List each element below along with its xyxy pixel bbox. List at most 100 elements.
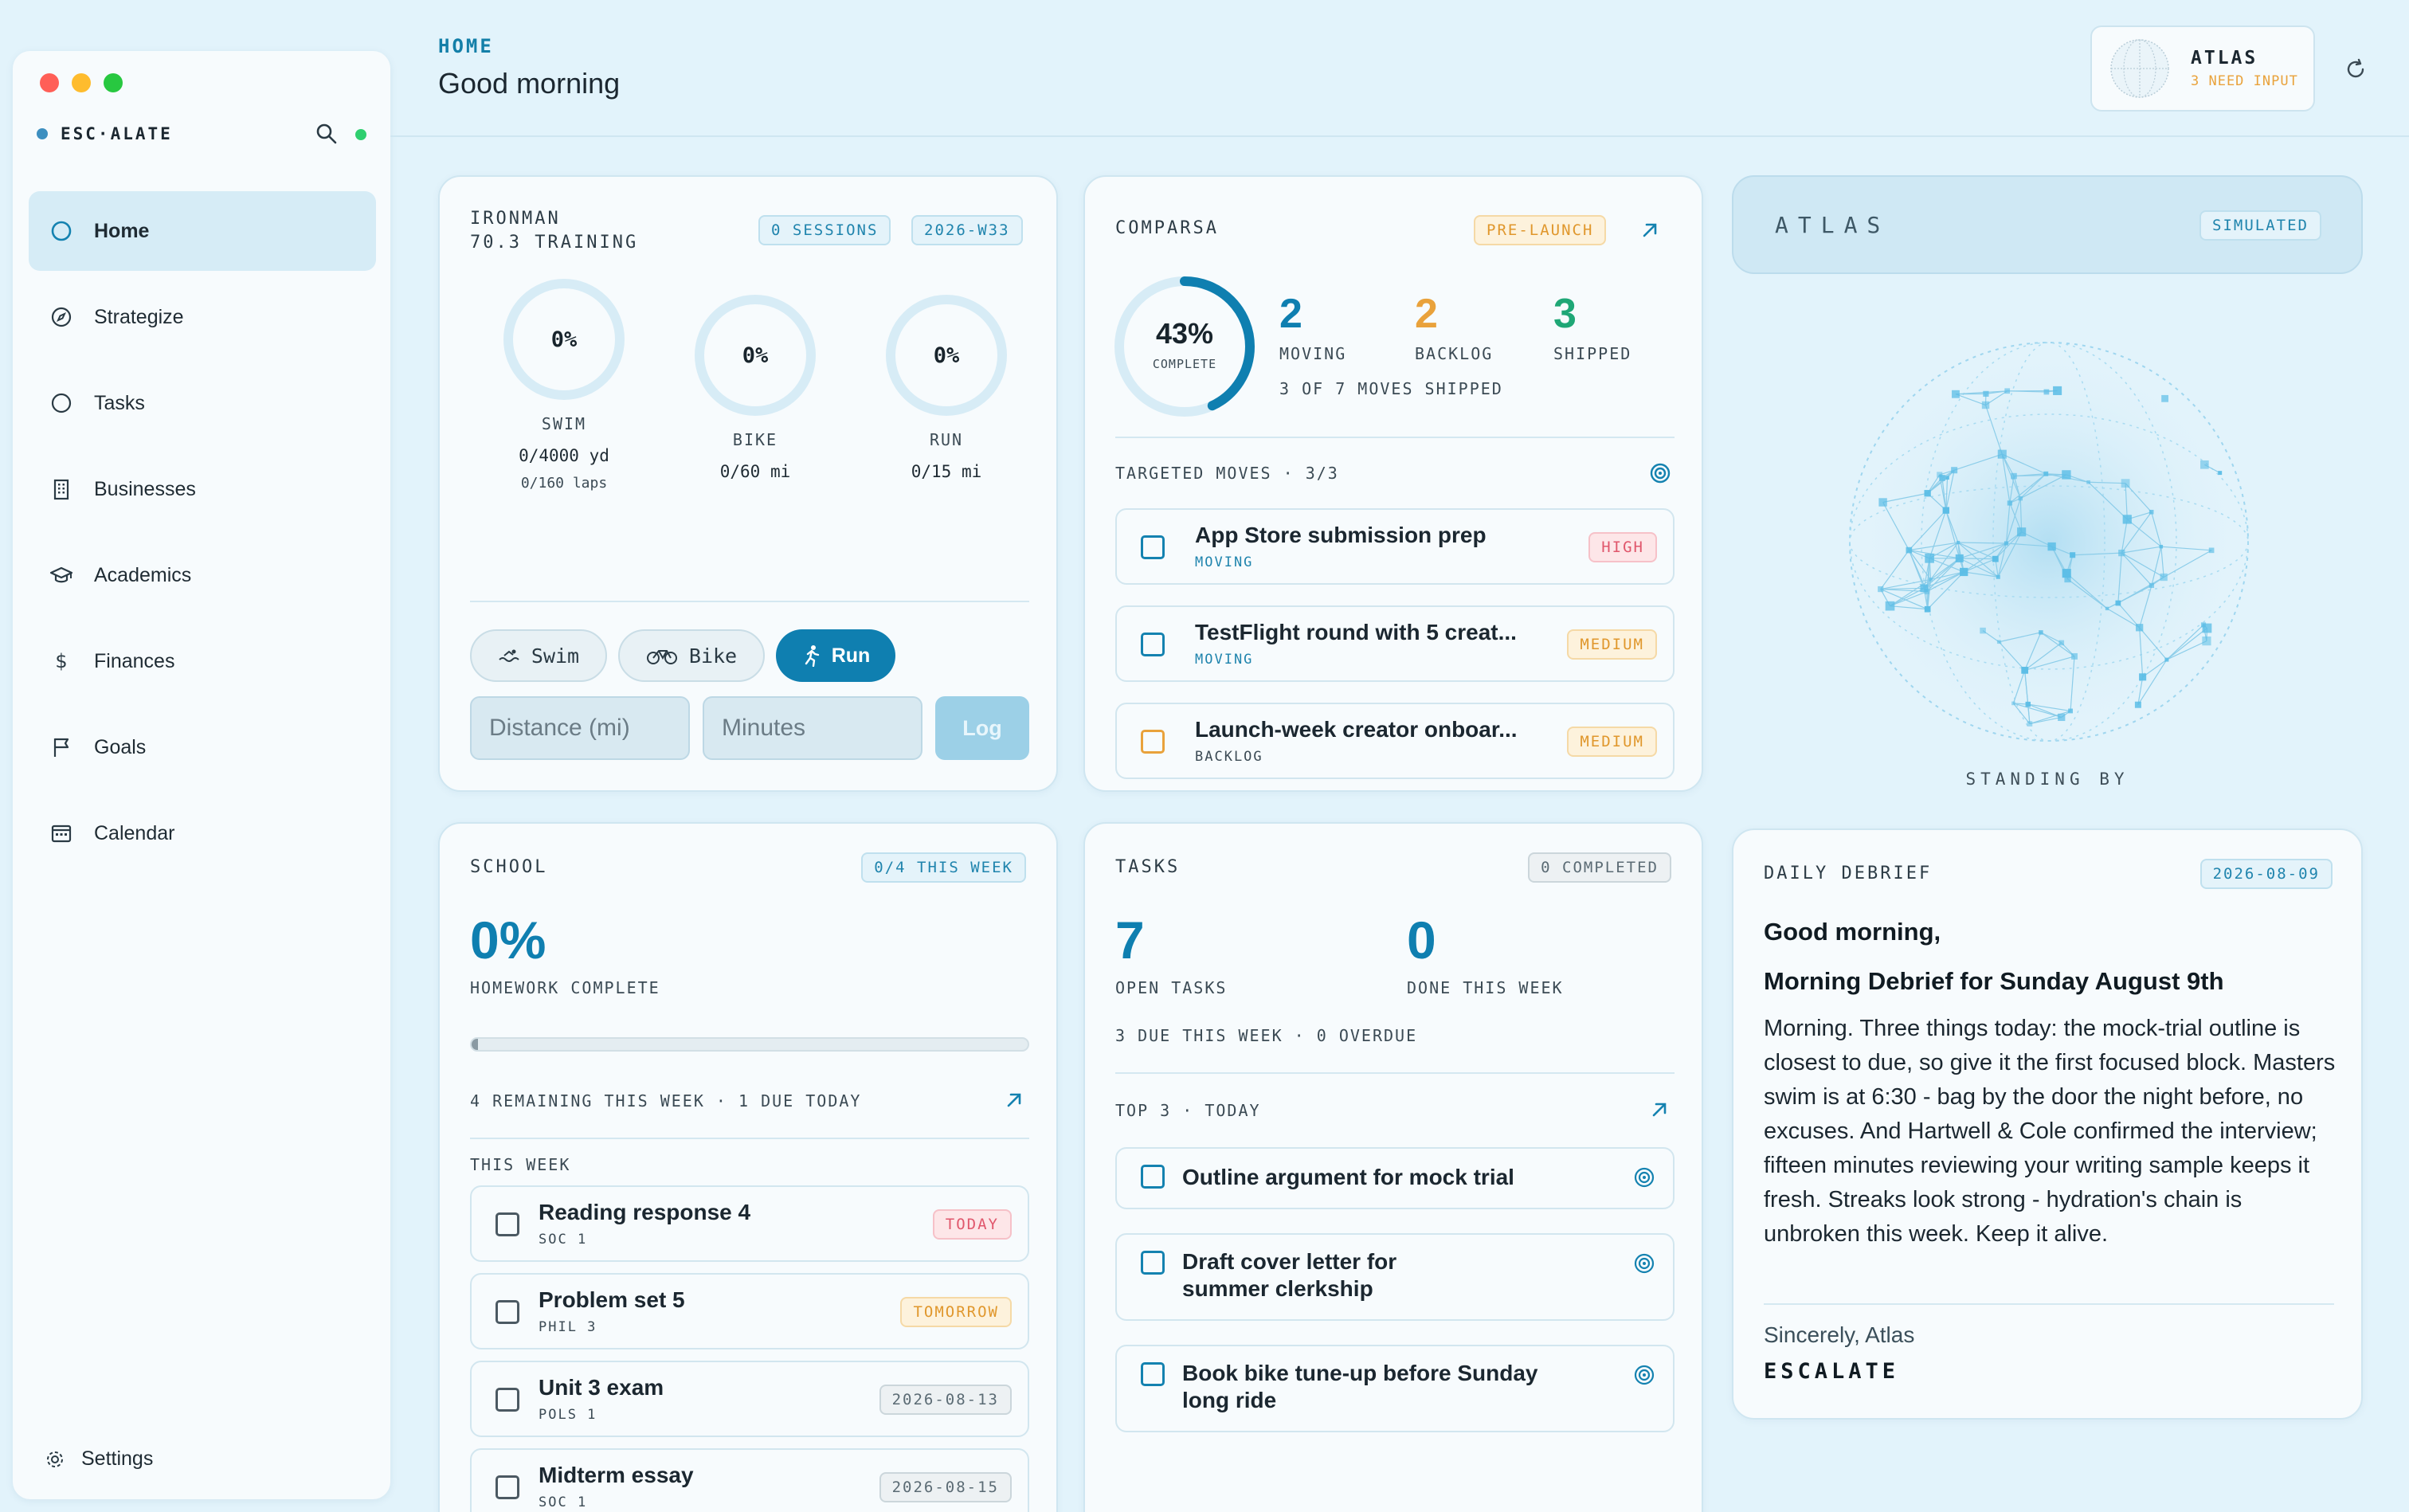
globe-link [1959,543,2007,559]
sidebar-item-label: Home [94,219,150,242]
globe-node [1996,574,2000,579]
move-checkbox[interactable] [1141,535,1165,559]
globe-node [1878,586,1884,593]
task-item[interactable]: Draft cover letter for summer clerkship [1115,1233,1675,1321]
completed-badge: 0 COMPLETED [1528,852,1671,883]
globe-node [2025,701,2031,707]
globe-link [2088,481,2128,520]
move-item[interactable]: TestFlight round with 5 creat... MOVING … [1115,605,1675,682]
globe-link [2066,573,2108,609]
globe-node [2118,549,2125,557]
sidebar-item-label: Academics [94,563,192,586]
target-icon [1634,1253,1655,1274]
debrief-body: Morning. Three things today: the mock-tr… [1764,1016,2336,1247]
homework-item[interactable]: Problem set 5 PHIL 3 TOMORROW [470,1273,1029,1349]
globe-link [2163,550,2212,578]
globe-link [2009,476,2015,503]
divider [1115,437,1675,438]
log-button[interactable]: Log [935,696,1029,760]
globe-link [1880,589,1928,610]
task-item[interactable]: Outline argument for mock trial [1115,1147,1675,1209]
external-link-icon[interactable] [1002,1088,1026,1112]
brand-name: ESC·ALATE [61,124,173,143]
sidebar-item-tasks[interactable]: Tasks [29,363,376,443]
sidebar-item-calendar[interactable]: Calendar [29,793,376,873]
homework-checkbox[interactable] [496,1388,519,1412]
globe-link [1926,558,1960,593]
due-badge: 2026-08-15 [879,1472,1012,1502]
globe-link [1929,558,1964,573]
globe-link [2151,546,2162,586]
task-checkbox[interactable] [1141,1165,1165,1189]
globe-link [2012,703,2031,724]
sidebar-item-strategize[interactable]: Strategize [29,277,376,357]
swim-segment-button[interactable]: Swim [470,629,607,682]
atlas-globe-visualization[interactable] [1842,335,2256,749]
done-label: DONE THIS WEEK [1407,978,1564,997]
globe-link [2006,543,2052,547]
globe-link [1882,492,1928,503]
homework-item[interactable]: Unit 3 exam POLS 1 2026-08-13 [470,1361,1029,1437]
sidebar-item-home[interactable]: Home [29,191,376,271]
close-window-button[interactable] [40,73,59,92]
globe-link [1890,578,1931,607]
globe-link [2040,632,2062,644]
task-item[interactable]: Book bike tune-up before Sunday long rid… [1115,1345,1675,1432]
move-title: Launch-week creator onboar... [1195,717,1518,742]
atlas-status-chip[interactable]: ATLAS 3 NEED INPUT [2090,25,2315,112]
globe-node [2021,667,2029,674]
globe-node [2161,394,2168,402]
minimize-window-button[interactable] [72,73,91,92]
date-badge: 2026-08-09 [2199,859,2333,889]
run-segment-button[interactable]: Run [776,629,895,682]
bike-progress: 0% BIKE 0/60 mi [684,292,827,481]
sidebar-item-businesses[interactable]: Businesses [29,449,376,529]
globe-node [1924,589,1930,594]
external-link-icon[interactable] [1638,218,1662,242]
atlas-panel-header[interactable]: ATLAS SIMULATED [1732,175,2363,274]
move-item[interactable]: Launch-week creator onboar... BACKLOG ME… [1115,703,1675,779]
homework-checkbox[interactable] [496,1212,519,1236]
task-checkbox[interactable] [1141,1362,1165,1386]
globe-link [2142,659,2168,678]
task-checkbox[interactable] [1141,1251,1165,1275]
homework-label: HOMEWORK COMPLETE [470,978,660,997]
progress-ring: 0% [691,292,819,419]
external-link-icon[interactable] [1647,1098,1671,1122]
globe-link [2106,585,2152,609]
homework-item[interactable]: Reading response 4 SOC 1 TODAY [470,1185,1029,1262]
move-item[interactable]: App Store submission prep MOVING HIGH [1115,508,1675,585]
globe-link [1998,641,2026,671]
bike-segment-button[interactable]: Bike [618,629,765,682]
zoom-window-button[interactable] [104,73,123,92]
completion-ring: 43% COMPLETE [1109,271,1260,422]
homework-item[interactable]: Midterm essay SOC 1 2026-08-15 [470,1448,1029,1512]
globe-node [1925,553,1934,563]
sidebar-item-goals[interactable]: Goals [29,707,376,787]
completion-label: COMPLETE [1152,357,1217,371]
search-icon[interactable] [314,121,339,147]
minutes-input[interactable]: Minutes [703,696,922,760]
sidebar-item-finances[interactable]: $ Finances [29,621,376,701]
open-tasks-label: OPEN TASKS [1115,978,1228,997]
globe-link [2121,552,2164,578]
homework-checkbox[interactable] [496,1300,519,1324]
globe-link [1882,502,1910,550]
sidebar-item-academics[interactable]: Academics [29,535,376,615]
swim-progress: 0% SWIM 0/4000 yd 0/160 laps [492,276,636,492]
globe-link [1999,632,2042,643]
globe-link [2020,474,2067,499]
distance-input[interactable]: Distance (mi) [470,696,690,760]
top-today-label: TOP 3 · TODAY [1115,1101,1261,1120]
divider [470,1138,1029,1139]
ring-detail: 0/15 mi [911,462,982,481]
homework-checkbox[interactable] [496,1475,519,1499]
globe-node [2086,480,2090,484]
settings-button[interactable]: Settings [45,1447,153,1471]
move-checkbox[interactable] [1141,633,1165,656]
atlas-title: ATLAS [1775,212,1890,238]
ring-label: SWIM [541,414,587,433]
move-checkbox[interactable] [1141,730,1165,754]
refresh-icon[interactable] [2342,56,2369,83]
globe-node [1983,390,1989,397]
